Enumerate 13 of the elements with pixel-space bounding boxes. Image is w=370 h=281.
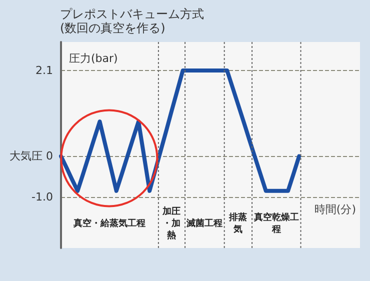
chart-subtitle: (数回の真空を作る) bbox=[60, 21, 166, 35]
annotation: 排蒸気 bbox=[228, 212, 248, 235]
chart-title: プレポストバキューム方式 bbox=[60, 7, 204, 21]
y-tick-label: -1.0 bbox=[32, 190, 53, 204]
y-tick-label: 大気圧 0 bbox=[10, 150, 53, 163]
y-axis-title: 圧力(bar) bbox=[69, 52, 118, 65]
y-tick-label: 2.1 bbox=[36, 64, 53, 78]
annotation: 真空・給蒸気工程 bbox=[72, 218, 146, 229]
line-series bbox=[59, 68, 302, 193]
annotation: 滅菌工程 bbox=[186, 218, 223, 229]
annotation: 真空乾燥工程 bbox=[252, 212, 299, 235]
annotation: 加圧・加熱 bbox=[162, 206, 181, 241]
x-axis-title: 時間(分) bbox=[314, 203, 356, 216]
